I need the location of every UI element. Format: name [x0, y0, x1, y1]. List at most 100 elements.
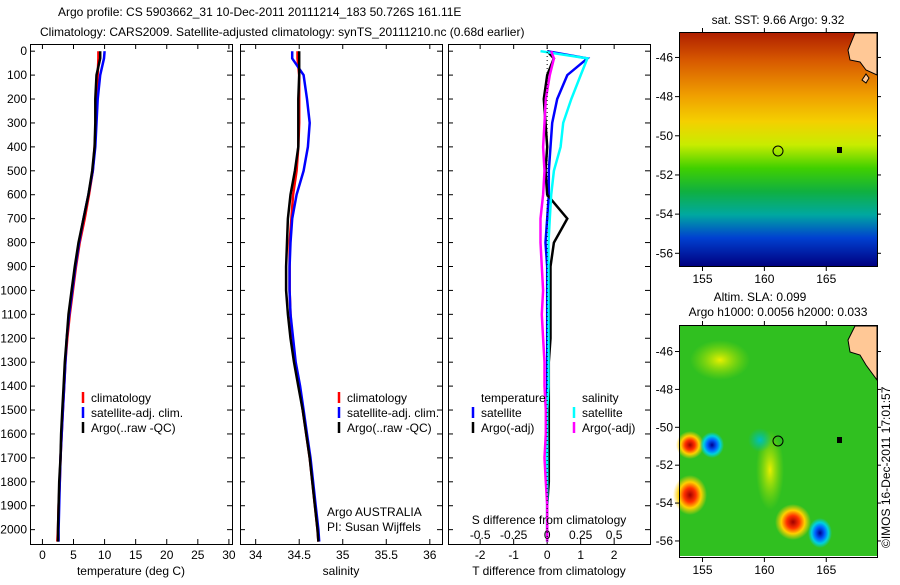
- series-line-argo-raw-qc-: [284, 51, 320, 542]
- y-tick-label: 100: [7, 68, 27, 82]
- lat-tick-label: -56: [656, 246, 674, 260]
- secondary-tick-label: 0: [544, 528, 551, 542]
- sla-map-subtitle: Argo h1000: 0.0056 h2000: 0.033: [689, 305, 868, 319]
- x-tick-label: 35: [336, 548, 350, 562]
- lon-tick-label: 165: [816, 272, 836, 286]
- legend-label: Argo(-adj): [582, 421, 635, 435]
- x-tick-label: 34.5: [288, 548, 312, 562]
- argo-position-marker: [772, 145, 784, 157]
- sst-map-title: sat. SST: 9.66 Argo: 9.32: [712, 13, 845, 27]
- salinity-panel: 34 34.5 35 35.5 36 salinity climatologysatelli…: [240, 44, 443, 578]
- y-tick-label: 600: [7, 188, 27, 202]
- x-tick-label: 36: [423, 548, 437, 562]
- x-tick-label: 20: [160, 548, 174, 562]
- credit-text: ©IMOS 16-Dec-2011 17:01:57: [879, 386, 893, 548]
- legend-label: climatology: [347, 391, 407, 405]
- title-line-2: Climatology: CARS2009. Satellite-adjuste…: [40, 25, 524, 39]
- annotation-text: PI: Susan Wijffels: [327, 520, 421, 534]
- y-tick-label: 1700: [0, 451, 27, 465]
- x-tick-label: 1: [577, 548, 584, 562]
- legend-header-salinity: salinity: [582, 391, 619, 405]
- lat-tick-label: -46: [656, 345, 674, 359]
- y-tick-label: 300: [7, 116, 27, 130]
- x-tick-label: 35.5: [375, 548, 399, 562]
- y-tick-label: 2000: [0, 523, 27, 537]
- difference-panel: -2 -1 0 1 2 T difference from climatology S di…: [448, 44, 651, 578]
- lat-tick-label: -46: [656, 50, 674, 64]
- lon-tick-label: 155: [692, 563, 712, 577]
- lon-tick-label: 155: [692, 272, 712, 286]
- secondary-tick-label: -0.5: [470, 528, 491, 542]
- secondary-tick-label: 0.25: [569, 528, 593, 542]
- secondary-tick-label: 0.5: [606, 528, 623, 542]
- plot-frame: [448, 44, 651, 545]
- title-line-1: Argo profile: CS 5903662_31 10-Dec-2011 …: [58, 5, 461, 19]
- x-tick-label: 0: [544, 548, 551, 562]
- x-tick-label: 0: [39, 548, 46, 562]
- lat-tick-label: -52: [656, 168, 674, 182]
- x-axis-label: salinity: [323, 564, 360, 578]
- sla-map-title: Altim. SLA: 0.099: [714, 290, 807, 304]
- lat-tick-label: -50: [656, 129, 674, 143]
- y-tick-label: 1300: [0, 355, 27, 369]
- y-tick-label: 900: [7, 259, 27, 273]
- lat-tick-label: -50: [656, 420, 674, 434]
- temperature-panel: 0100200300400500600700800900100011001200…: [0, 44, 236, 578]
- lat-tick-label: -52: [656, 458, 674, 472]
- argo-position-marker-sla: [772, 435, 784, 447]
- sla-map: Altim. SLA: 0.099 Argo h1000: 0.0056 h20…: [656, 290, 881, 577]
- y-tick-label: 500: [7, 164, 27, 178]
- y-tick-label: 700: [7, 212, 27, 226]
- x-tick-label: 5: [70, 548, 77, 562]
- legend-header-temperature: temperature: [481, 391, 546, 405]
- legend-label: satellite: [481, 406, 522, 420]
- legend-label: satellite-adj. clim.: [347, 406, 439, 420]
- x-tick-label: 34: [249, 548, 263, 562]
- series-line-t-satellite: [544, 49, 591, 542]
- x-tick-label: 10: [98, 548, 112, 562]
- series-line-argo-raw-qc-: [56, 51, 102, 542]
- lat-tick-label: -48: [656, 382, 674, 396]
- y-tick-label: 1000: [0, 283, 27, 297]
- y-tick-label: 1500: [0, 403, 27, 417]
- x-axis-label: T difference from climatology: [472, 564, 626, 578]
- lon-tick-label: 165: [816, 563, 836, 577]
- lon-tick-label: 160: [754, 272, 774, 286]
- series-line-s-satellite: [540, 49, 590, 542]
- y-tick-label: 800: [7, 236, 27, 250]
- legend-label: climatology: [91, 391, 151, 405]
- secondary-axis-label: S difference from climatology: [472, 513, 627, 527]
- series-line-s-argo-adj-: [539, 50, 556, 542]
- x-tick-label: -2: [475, 548, 486, 562]
- y-tick-label: 1800: [0, 475, 27, 489]
- x-tick-label: 30: [222, 548, 236, 562]
- x-tick-label: -1: [508, 548, 519, 562]
- legend-label: Argo(..raw -QC): [91, 421, 176, 435]
- series-line-satellite-adj-clim-: [288, 51, 321, 542]
- annotation-text: Argo AUSTRALIA: [327, 505, 422, 519]
- y-tick-label: 1900: [0, 499, 27, 513]
- legend-label: satellite: [582, 406, 623, 420]
- legend-label: Argo(-adj): [481, 421, 534, 435]
- lat-tick-label: -48: [656, 90, 674, 104]
- y-tick-label: 1400: [0, 379, 27, 393]
- x-tick-label: 15: [129, 548, 143, 562]
- y-tick-label: 400: [7, 140, 27, 154]
- plot-frame: [240, 44, 443, 545]
- legend-label: Argo(..raw -QC): [347, 421, 432, 435]
- series-line-climatology: [288, 51, 320, 542]
- plot-frame: [30, 44, 233, 545]
- x-axis-label: temperature (deg C): [77, 564, 185, 578]
- y-tick-label: 1200: [0, 331, 27, 345]
- lat-tick-label: -56: [656, 534, 674, 548]
- lon-tick-label: 160: [754, 563, 774, 577]
- secondary-tick-label: -0.25: [500, 528, 528, 542]
- x-tick-label: 25: [191, 548, 205, 562]
- y-tick-label: 1100: [1, 307, 27, 321]
- y-tick-label: 0: [20, 44, 27, 58]
- sst-map: sat. SST: 9.66 Argo: 9.32 155 160 165 -46 -4…: [656, 13, 881, 286]
- lat-tick-label: -54: [656, 207, 674, 221]
- legend-label: satellite-adj. clim.: [91, 406, 183, 420]
- series-line-satellite-adj-clim-: [57, 51, 106, 542]
